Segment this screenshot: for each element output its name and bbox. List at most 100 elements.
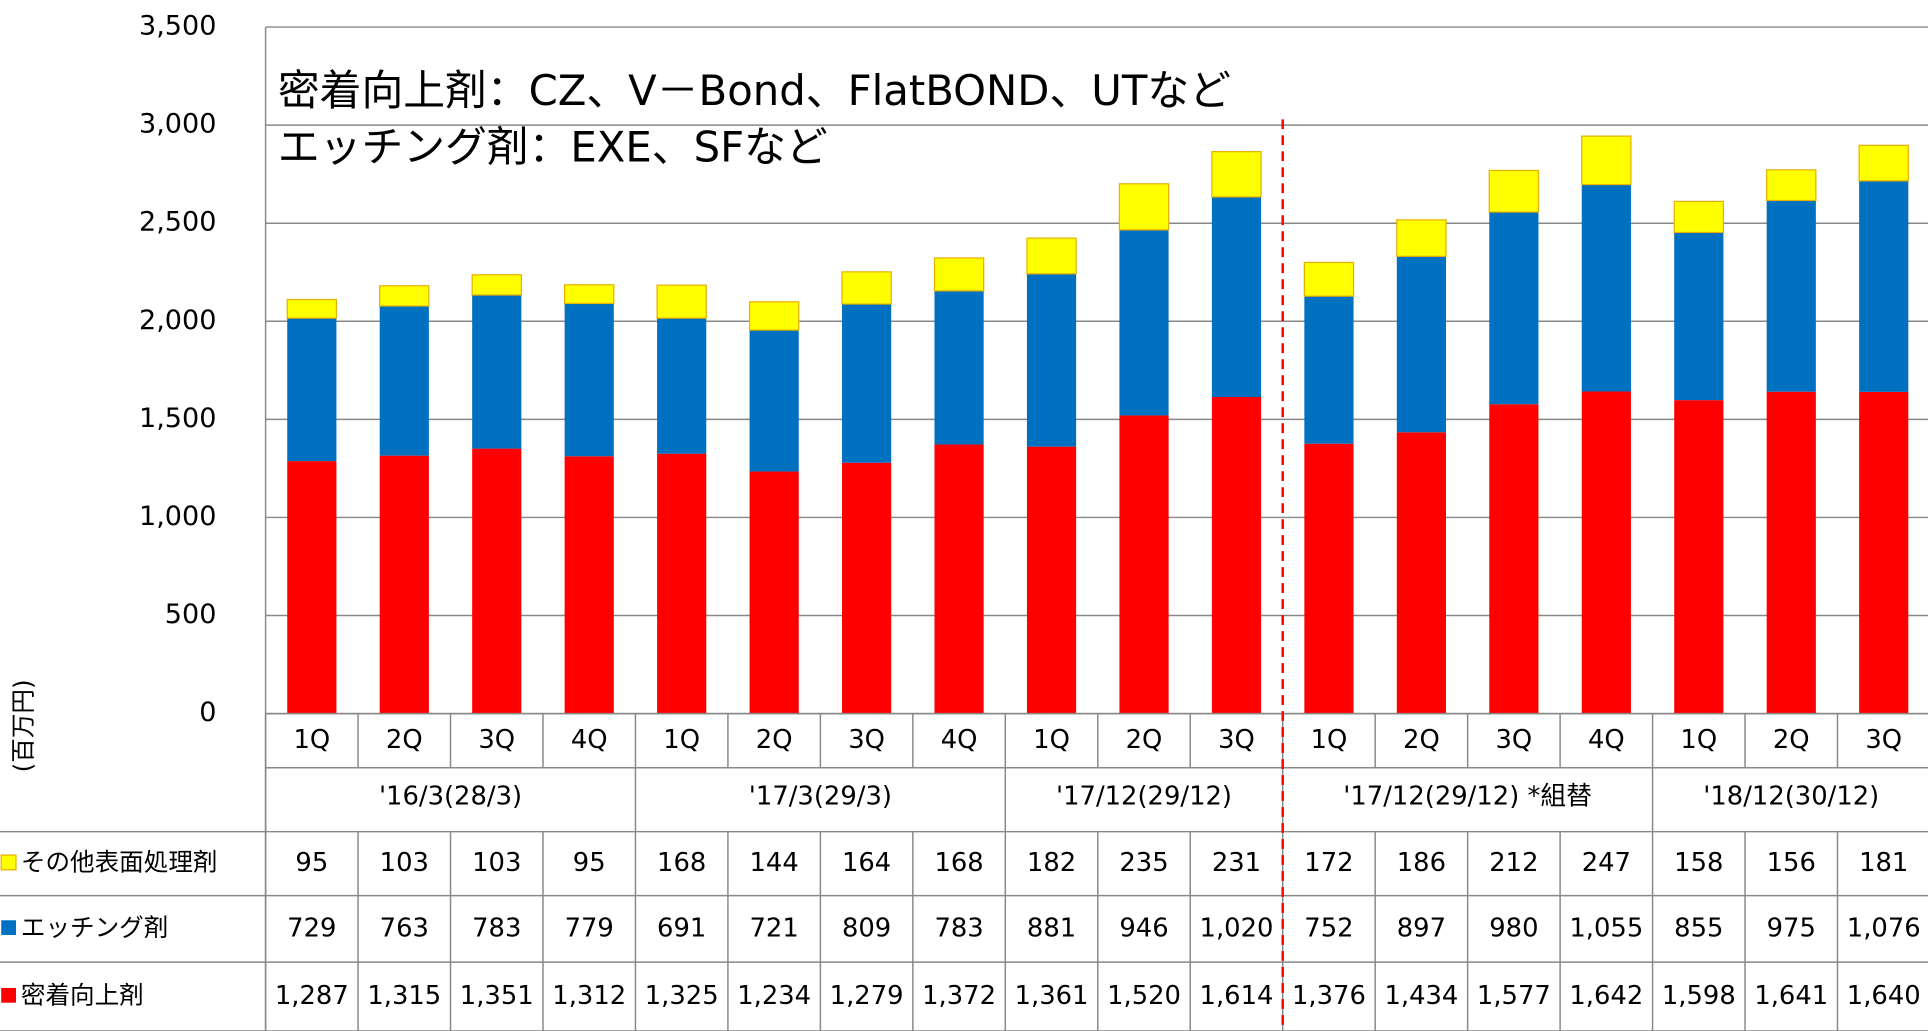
table-value: 164	[842, 848, 891, 878]
bar-segment	[841, 271, 892, 305]
bar-segment	[1858, 144, 1909, 182]
x-tick-label: 3Q	[1218, 725, 1255, 755]
table-value: 186	[1397, 848, 1446, 878]
x-tick-label: 4Q	[1588, 725, 1625, 755]
table-value: 1,076	[1847, 913, 1921, 943]
table-value: 779	[565, 913, 614, 943]
bar-segment	[287, 461, 337, 714]
y-tick-label: 500	[165, 599, 217, 630]
bar-segment	[1396, 219, 1447, 257]
table-value: 1,315	[367, 981, 441, 1011]
bar-segment	[656, 284, 707, 319]
x-tick-label: 2Q	[756, 725, 793, 755]
legend-swatch	[1, 920, 16, 936]
legend-label: その他表面処理剤	[21, 848, 218, 877]
x-tick-label: 1Q	[663, 725, 700, 755]
x-tick-label: 1Q	[1311, 725, 1348, 755]
bar-segment	[657, 453, 707, 714]
bar-segment	[1211, 151, 1262, 198]
table-value: 1,614	[1200, 981, 1274, 1011]
bar-segment	[564, 456, 614, 714]
y-tick-label: 2,000	[139, 305, 216, 336]
table-value: 1,361	[1015, 981, 1089, 1011]
table-value: 144	[750, 848, 799, 878]
x-tick-label: 1Q	[293, 725, 330, 755]
table-value: 809	[842, 913, 891, 943]
table-value: 1,351	[460, 981, 534, 1011]
table-value: 1,312	[552, 981, 626, 1011]
group-label: '16/3(28/3)	[379, 782, 522, 812]
bar-segment	[842, 304, 892, 463]
table-value: 168	[934, 848, 983, 878]
bar-segment	[1026, 237, 1077, 275]
table-value: 1,376	[1292, 981, 1366, 1011]
x-tick-label: 3Q	[478, 725, 515, 755]
table-value: 783	[472, 913, 521, 943]
table-value: 1,640	[1847, 981, 1921, 1011]
table-value: 1,372	[922, 981, 996, 1011]
bar-segment	[1489, 404, 1539, 714]
x-tick-label: 4Q	[571, 725, 608, 755]
table-value: 897	[1397, 913, 1446, 943]
y-tick-label: 2,500	[139, 207, 216, 238]
bar-segment	[842, 462, 892, 714]
bar-segment	[472, 448, 522, 714]
legend-swatch	[1, 987, 16, 1003]
table-value: 721	[750, 913, 799, 943]
table-value: 231	[1212, 848, 1261, 878]
table-value: 158	[1674, 848, 1723, 878]
y-tick-label: 3,000	[139, 109, 216, 140]
bar-segment	[1766, 200, 1816, 392]
bar-segment	[1304, 296, 1354, 444]
table-value: 95	[295, 848, 328, 878]
bar-segment	[1488, 169, 1540, 213]
legend-swatch	[0, 854, 17, 871]
table-value: 763	[380, 913, 429, 943]
table-value: 235	[1119, 848, 1168, 878]
bar-segment	[1581, 135, 1632, 186]
bar-segment	[1673, 200, 1725, 234]
table-value: 975	[1767, 913, 1816, 943]
table-value: 103	[472, 848, 521, 878]
group-label: '17/12(29/12) *組替	[1343, 782, 1592, 812]
bar-segment	[749, 471, 799, 714]
table-value: 182	[1027, 848, 1076, 878]
table-value: 1,055	[1569, 913, 1643, 943]
bar-segment	[1396, 432, 1446, 714]
table-value: 881	[1027, 913, 1076, 943]
table-value: 156	[1767, 848, 1816, 878]
y-tick-label: 3,500	[139, 11, 216, 42]
table-value: 168	[657, 848, 706, 878]
table-value: 95	[573, 848, 606, 878]
table-value: 1,434	[1384, 981, 1458, 1011]
annotation: エッチング剤：EXE、SFなど	[278, 123, 828, 172]
table-value: 855	[1674, 913, 1723, 943]
bar-segment	[657, 318, 707, 454]
legend-label: 密着向上剤	[21, 981, 144, 1010]
bar-segment	[287, 318, 337, 462]
x-tick-label: 2Q	[1773, 725, 1810, 755]
table-value: 172	[1304, 848, 1353, 878]
table-value: 1,641	[1754, 981, 1828, 1011]
table-value: 691	[657, 913, 706, 943]
bar-segment	[379, 285, 430, 307]
table-value: 247	[1582, 848, 1631, 878]
table-value: 1,287	[275, 981, 349, 1011]
bar-segment	[1303, 261, 1355, 297]
bar-segment	[286, 298, 338, 319]
bar-segment	[1396, 256, 1446, 433]
table-value: 1,020	[1200, 913, 1274, 943]
bar-segment	[749, 330, 799, 472]
bar-segment	[1581, 391, 1631, 714]
bar-segment	[1026, 273, 1077, 447]
bar-segment	[1119, 229, 1169, 416]
bar-segment	[1581, 184, 1631, 392]
annotation: 密着向上剤：CZ、V－Bond、FlatBOND、UTなど	[278, 66, 1231, 115]
table-value: 1,234	[737, 981, 811, 1011]
x-tick-label: 3Q	[848, 725, 885, 755]
x-tick-label: 2Q	[1126, 725, 1163, 755]
table-value: 212	[1489, 848, 1538, 878]
bar-segment	[1766, 391, 1816, 714]
bar-segment	[564, 303, 614, 457]
